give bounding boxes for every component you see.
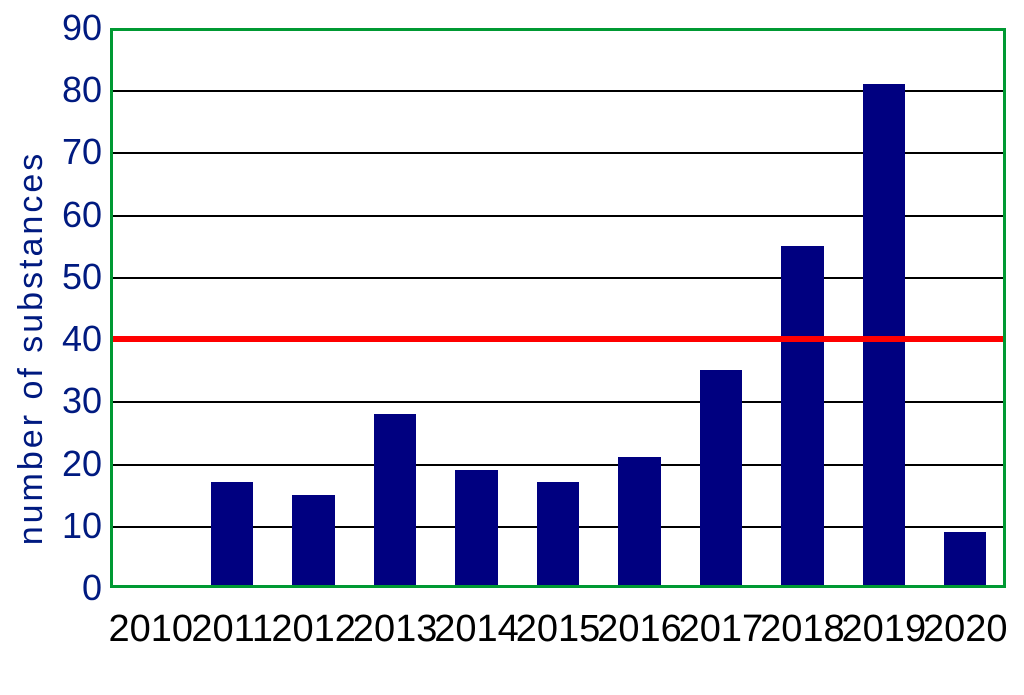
y-tick-label: 60 bbox=[0, 194, 102, 236]
y-tick-label: 10 bbox=[0, 505, 102, 547]
x-tick-label: 2010 bbox=[108, 608, 193, 651]
x-tick-label: 2014 bbox=[434, 608, 519, 651]
y-tick-label: 90 bbox=[0, 7, 102, 49]
y-tick-label: 70 bbox=[0, 131, 102, 173]
x-tick-label: 2015 bbox=[516, 608, 601, 651]
bar bbox=[700, 370, 742, 588]
y-tick-label: 20 bbox=[0, 443, 102, 485]
x-tick-label: 2020 bbox=[923, 608, 1008, 651]
y-tick-label: 0 bbox=[0, 567, 102, 609]
bar bbox=[618, 457, 660, 588]
y-tick-labels: 0102030405060708090 bbox=[0, 28, 102, 588]
x-tick-label: 2016 bbox=[597, 608, 682, 651]
bar bbox=[537, 482, 579, 588]
bar bbox=[455, 470, 497, 588]
x-tick-label: 2013 bbox=[353, 608, 438, 651]
y-tick-label: 80 bbox=[0, 69, 102, 111]
bar bbox=[211, 482, 253, 588]
bar bbox=[374, 414, 416, 588]
x-tick-label: 2019 bbox=[842, 608, 927, 651]
chart-container: number of substances 0102030405060708090… bbox=[0, 0, 1024, 695]
y-tick-label: 30 bbox=[0, 380, 102, 422]
x-tick-label: 2011 bbox=[191, 608, 273, 651]
reference-line bbox=[110, 336, 1006, 342]
x-tick-label: 2017 bbox=[679, 608, 764, 651]
bar bbox=[292, 495, 334, 588]
bar bbox=[944, 532, 986, 588]
x-tick-label: 2018 bbox=[760, 608, 845, 651]
plot-area bbox=[110, 28, 1006, 588]
y-tick-label: 50 bbox=[0, 256, 102, 298]
bar bbox=[781, 246, 823, 588]
x-tick-label: 2012 bbox=[271, 608, 356, 651]
y-tick-label: 40 bbox=[0, 318, 102, 360]
